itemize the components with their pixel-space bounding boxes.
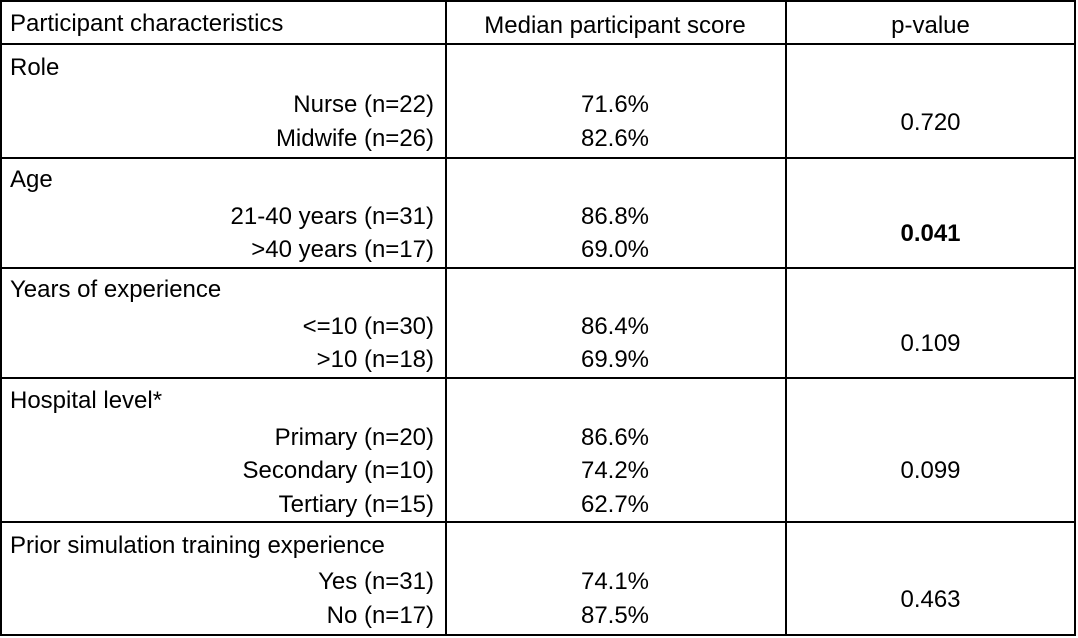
- group-label-prior-simulation: Prior simulation training experience: [10, 532, 385, 559]
- row-score: 69.9%: [580, 346, 650, 373]
- row-label: Primary (n=20): [274, 424, 434, 451]
- row-score: 74.2%: [580, 457, 650, 484]
- group-label-experience: Years of experience: [10, 276, 222, 303]
- header-participant-characteristics: Participant characteristics: [10, 10, 284, 37]
- row-score: 69.0%: [580, 236, 650, 263]
- group-label-role: Role: [10, 54, 60, 81]
- row-score: 87.5%: [580, 602, 650, 629]
- row-score: 62.7%: [580, 491, 650, 518]
- row-label: >40 years (n=17): [251, 236, 434, 263]
- row-score: 74.1%: [580, 568, 650, 595]
- group-label-age: Age: [10, 166, 53, 193]
- row-label: Tertiary (n=15): [278, 491, 434, 518]
- row-label: <=10 (n=30): [302, 313, 434, 340]
- row-label: Yes (n=31): [318, 568, 434, 595]
- p-value-age: 0.041: [900, 220, 961, 247]
- row-divider-hospital: [2, 521, 1074, 523]
- row-label: Secondary (n=10): [242, 457, 434, 484]
- row-score: 71.6%: [580, 91, 650, 118]
- row-divider-experience: [2, 377, 1074, 379]
- column-divider-2: [785, 2, 787, 634]
- row-score: 86.4%: [580, 313, 650, 340]
- row-divider-header: [2, 43, 1074, 45]
- p-value-role: 0.720: [900, 109, 961, 136]
- row-label: Nurse (n=22): [293, 91, 434, 118]
- row-label: 21-40 years (n=31): [230, 203, 434, 230]
- p-value-experience: 0.109: [900, 330, 961, 357]
- row-divider-role: [2, 157, 1074, 159]
- row-label: Midwife (n=26): [275, 125, 434, 152]
- row-label: No (n=17): [326, 602, 434, 629]
- row-score: 82.6%: [580, 125, 650, 152]
- p-value-hospital-level: 0.099: [900, 457, 961, 484]
- p-value-prior-simulation: 0.463: [900, 586, 961, 613]
- header-median-score: Median participant score: [484, 12, 746, 39]
- row-label: >10 (n=18): [316, 346, 434, 373]
- row-divider-age: [2, 267, 1074, 269]
- row-score: 86.6%: [580, 424, 650, 451]
- column-divider-1: [445, 2, 447, 634]
- header-p-value: p-value: [891, 12, 970, 39]
- row-score: 86.8%: [580, 203, 650, 230]
- group-label-hospital-level: Hospital level*: [10, 387, 163, 414]
